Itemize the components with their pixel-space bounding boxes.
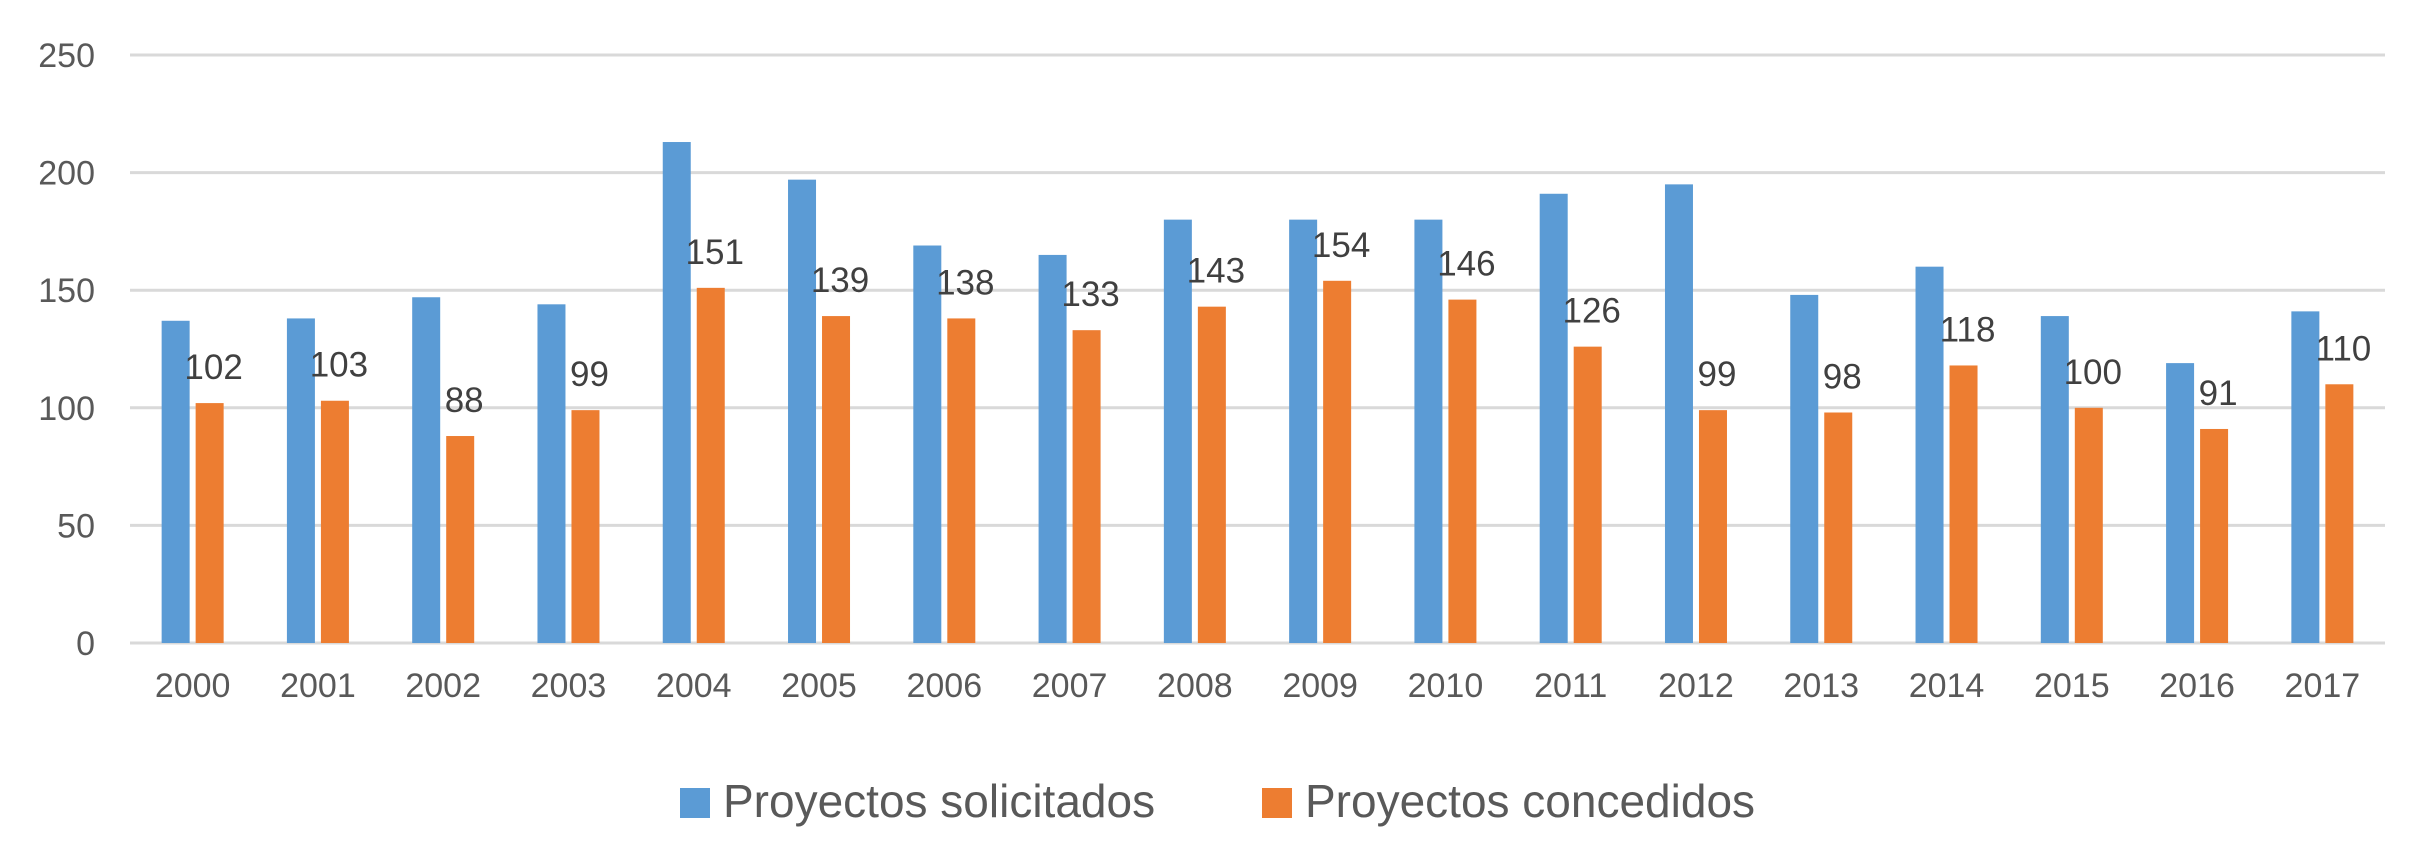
bar-solicitados-2006 [913,245,942,643]
bar-solicitados-2011 [1539,193,1568,643]
legend-swatch-solicitados [680,788,710,818]
x-tick-label: 2000 [155,667,231,705]
x-tick-label: 2013 [1783,667,1859,705]
data-label-concedidos-2009: 154 [1312,226,1370,265]
y-tick-label: 150 [38,272,95,310]
data-label-concedidos-2008: 143 [1187,252,1245,291]
data-label-concedidos-2013: 98 [1823,358,1862,397]
bar-concedidos-2010 [1448,299,1477,643]
bar-solicitados-2012 [1664,184,1693,644]
bar-solicitados-2010 [1414,219,1443,643]
bar-concedidos-2007 [1072,330,1101,643]
bar-solicitados-2014 [1915,266,1944,643]
data-label-concedidos-2007: 133 [1061,275,1119,314]
bar-solicitados-2005 [788,179,817,643]
x-tick-label: 2003 [531,667,607,705]
x-tick-label: 2004 [656,667,732,705]
bar-solicitados-2015 [2040,316,2069,643]
x-tick-label: 2014 [1909,667,1985,705]
data-labels: 102 103 88 99 151 139 138 133 143 154 146 126 99 98 11… [184,226,2371,420]
x-tick-label: 2010 [1408,667,1484,705]
data-label-concedidos-2010: 146 [1437,245,1495,284]
data-label-concedidos-2005: 139 [811,261,869,300]
legend-label-solicitados: Proyectos solicitados [723,775,1155,827]
bar-concedidos-2008 [1197,306,1226,643]
x-tick-label: 2016 [2159,667,2235,705]
bar-concedidos-2011 [1573,346,1602,643]
bar-concedidos-2009 [1323,280,1352,643]
bar-concedidos-2017 [2325,384,2354,643]
bar-concedidos-2002 [446,436,475,643]
y-tick-label: 100 [38,390,95,428]
data-label-concedidos-2011: 126 [1562,292,1620,331]
data-label-concedidos-2016: 91 [2199,374,2238,413]
x-tick-label: 2002 [405,667,481,705]
x-tick-label: 2006 [906,667,982,705]
bar-concedidos-2015 [2074,407,2103,643]
bar-solicitados-2004 [662,142,691,644]
bar-solicitados-2008 [1163,219,1192,643]
bar-solicitados-2001 [286,318,315,643]
x-tick-label: 2012 [1658,667,1734,705]
bar-solicitados-2009 [1289,219,1318,643]
bar-solicitados-2007 [1038,254,1067,644]
y-axis-ticks: 0 50 100 150 200 250 [38,37,95,663]
x-tick-label: 2011 [1534,667,1607,705]
y-tick-label: 200 [38,155,95,193]
data-label-concedidos-2017: 110 [2315,329,2371,368]
data-label-concedidos-2000: 102 [184,348,242,387]
data-label-concedidos-2001: 103 [310,346,368,385]
data-label-concedidos-2014: 118 [1940,310,1996,349]
x-tick-label: 2008 [1157,667,1233,705]
legend-swatch-concedidos [1262,788,1292,818]
bar-concedidos-2012 [1698,410,1727,643]
bar-concedidos-2001 [320,400,349,643]
data-label-concedidos-2015: 100 [2064,353,2122,392]
bar-concedidos-2014 [1949,365,1978,643]
x-tick-label: 2009 [1282,667,1358,705]
bar-concedidos-2005 [822,316,851,643]
bar-solicitados-2016 [2166,363,2195,643]
legend-label-concedidos: Proyectos concedidos [1305,775,1755,827]
bar-solicitados-2002 [412,297,441,643]
bar-concedidos-2004 [696,287,725,643]
data-label-concedidos-2004: 151 [686,233,744,272]
y-tick-label: 250 [38,37,95,75]
bar-concedidos-2000 [195,403,224,643]
bars [161,142,2354,644]
bar-concedidos-2016 [2200,428,2229,643]
data-label-concedidos-2002: 88 [445,381,484,420]
bar-solicitados-2013 [1790,294,1819,643]
bar-solicitados-2017 [2291,311,2320,643]
bar-concedidos-2006 [947,318,976,643]
data-label-concedidos-2012: 99 [1698,355,1737,394]
bar-solicitados-2000 [161,320,190,643]
bar-concedidos-2013 [1824,412,1853,643]
x-axis-ticks: 2000 2001 2002 2003 2004 2005 2006 2007 2008 2009… [155,667,2360,705]
data-label-concedidos-2006: 138 [936,263,994,302]
y-tick-label: 50 [57,507,95,545]
legend: Proyectos solicitados Proyectos concedido… [680,775,1755,827]
x-tick-label: 2007 [1032,667,1108,705]
x-tick-label: 2017 [2285,667,2361,705]
bar-solicitados-2003 [537,304,566,643]
bar-concedidos-2003 [571,410,600,643]
y-tick-label: 0 [76,625,95,663]
x-tick-label: 2015 [2034,667,2110,705]
x-tick-label: 2005 [781,667,857,705]
data-label-concedidos-2003: 99 [570,355,609,394]
gridlines [130,53,2385,645]
x-tick-label: 2001 [280,667,356,705]
